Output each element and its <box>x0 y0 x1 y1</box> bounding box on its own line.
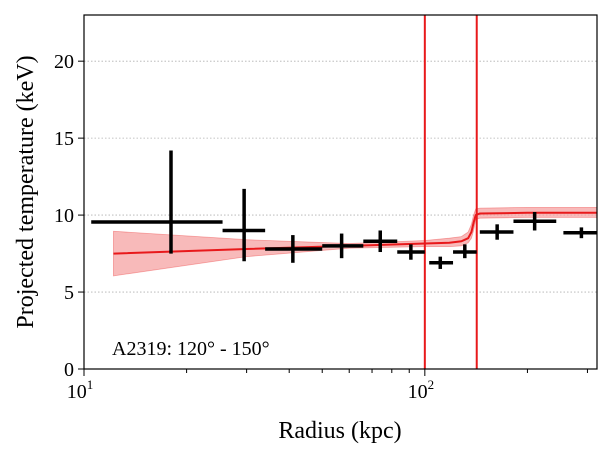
data-point <box>222 188 266 262</box>
y-tick-label: 0 <box>64 359 74 381</box>
x-tick-label: 101 <box>67 377 94 403</box>
y-ticks: 0 5 10 15 20 <box>54 51 84 381</box>
annotation-label: A2319: 120° - 150° <box>112 338 270 360</box>
model-band-group <box>113 206 598 277</box>
x-ticks: 101 102 <box>67 369 588 403</box>
data-point <box>91 150 223 254</box>
plot-frame <box>83 14 598 370</box>
y-tick-label: 5 <box>64 282 74 304</box>
data-point <box>563 227 597 239</box>
x-axis-title: Radius (kpc) <box>278 418 401 444</box>
data-point <box>363 230 398 253</box>
y-axis-title: Projected temperature (keV) <box>13 55 39 328</box>
data-point <box>265 235 323 263</box>
y-tick-label: 20 <box>54 51 74 73</box>
data-point <box>429 256 454 269</box>
data-points <box>91 150 597 269</box>
vertical-lines <box>423 15 478 369</box>
data-point <box>453 244 477 259</box>
model-band <box>113 206 598 277</box>
y-tick-label: 10 <box>54 205 74 227</box>
data-point <box>322 233 364 259</box>
y-tick-label: 15 <box>54 128 74 150</box>
x-tick-label: 102 <box>408 377 435 403</box>
data-point <box>397 244 425 260</box>
data-point <box>479 224 514 240</box>
data-point <box>513 212 557 231</box>
